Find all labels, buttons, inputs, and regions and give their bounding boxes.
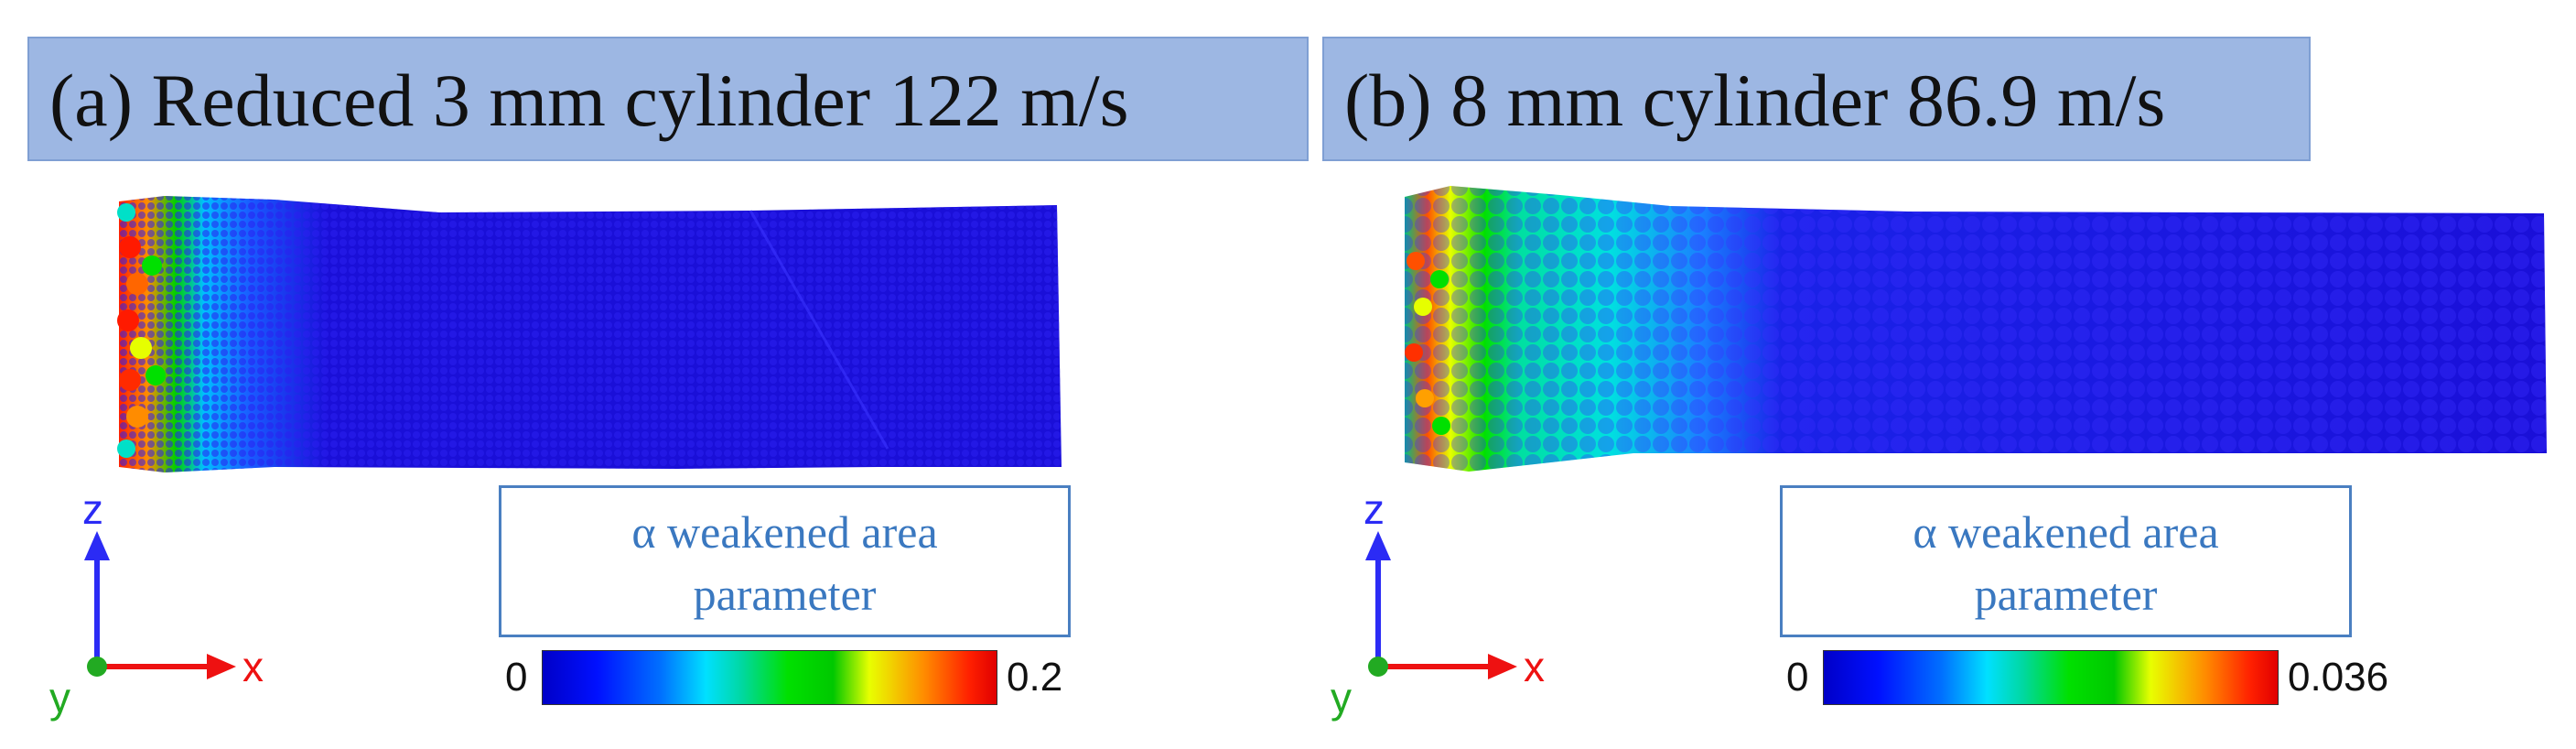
panel-a-scale-max: 0.2 (1007, 655, 1063, 700)
panel-b-scale-min: 0 (1786, 655, 1809, 700)
panel-a-title: (a) Reduced 3 mm cylinder 122 m/s (27, 37, 1309, 161)
panel-a-axis-z: z (82, 494, 103, 533)
panel-a-damage-spots (117, 203, 166, 458)
panel-b-axis-x: x (1524, 643, 1545, 690)
panel-b-title: (b) 8 mm cylinder 86.9 m/s (1322, 37, 2311, 161)
panel-a-legend: α weakened area parameter (499, 485, 1071, 637)
panel-b-legend-line1: α weakened area (1913, 506, 2219, 558)
panel-b-scale-max: 0.036 (2288, 655, 2389, 700)
panel-b-damage-spots (1405, 252, 1450, 435)
panel-a-legend-line2: parameter (693, 569, 877, 620)
panel-a-axes: z x y (49, 494, 264, 722)
panel-a-specimen (117, 196, 1062, 472)
panel-b-colorbar (1823, 650, 2279, 705)
panel-b-specimen (1405, 186, 2547, 472)
panel-b-axis-z: z (1363, 494, 1385, 533)
panel-b-legend: α weakened area parameter (1780, 485, 2352, 637)
panel-b-axes: z x y (1331, 494, 1545, 722)
panel-a-axis-y: y (49, 674, 70, 722)
panel-a-legend-line1: α weakened area (631, 506, 938, 558)
panel-a-axis-x: x (243, 643, 264, 690)
panel-b-axis-y: y (1331, 674, 1352, 722)
panel-a-scale-min: 0 (505, 655, 528, 700)
panel-b-legend-line2: parameter (1974, 569, 2158, 620)
panel-a-colorbar (542, 650, 997, 705)
